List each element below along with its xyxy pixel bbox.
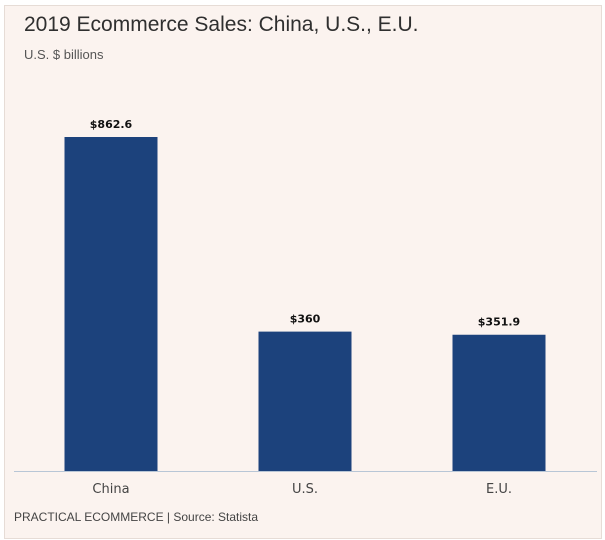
- source-note: PRACTICAL ECOMMERCE | Source: Statista: [14, 510, 259, 524]
- value-label: $351.9: [478, 316, 520, 329]
- tick-labels-group: China U.S. E.U.: [92, 482, 512, 497]
- bars-group: [64, 137, 546, 471]
- bar-e-u: [452, 334, 546, 471]
- x-tick-label: China: [92, 482, 129, 497]
- x-tick-label: U.S.: [292, 482, 318, 497]
- value-label: $360: [290, 313, 321, 326]
- bar-china: [64, 137, 158, 471]
- chart-title: 2019 Ecommerce Sales: China, U.S., E.U.: [24, 13, 419, 36]
- x-tick-label: E.U.: [486, 482, 512, 497]
- bar-u-s: [258, 331, 352, 471]
- chart-subtitle: U.S. $ billions: [24, 47, 104, 62]
- chart-panel: 2019 Ecommerce Sales: China, U.S., E.U. …: [4, 5, 602, 539]
- value-label: $862.6: [90, 118, 133, 131]
- bar-chart: $862.6 $360 $351.9 China U.S. E.U.: [14, 118, 597, 497]
- value-labels-group: $862.6 $360 $351.9: [90, 118, 520, 329]
